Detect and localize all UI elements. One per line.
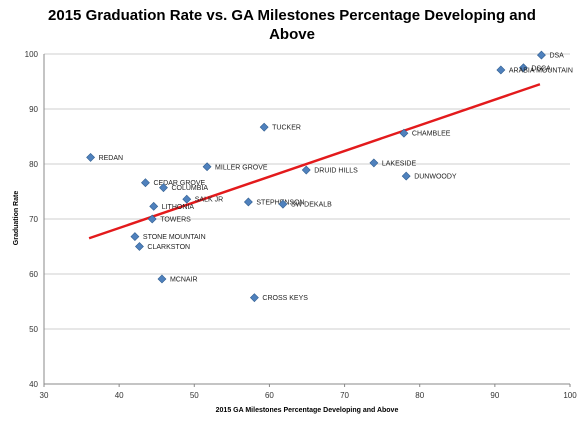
data-point bbox=[259, 122, 269, 132]
gridlines bbox=[44, 53, 570, 330]
point-label: LAKESIDE bbox=[382, 160, 417, 167]
data-point bbox=[202, 162, 212, 172]
y-tick-label: 60 bbox=[29, 270, 38, 279]
data-point bbox=[278, 199, 288, 209]
data-point bbox=[159, 183, 168, 193]
y-tick-labels: 40 50 60 70 80 90 100 bbox=[25, 50, 39, 389]
data-point bbox=[518, 63, 528, 73]
point-label: SW DEKALB bbox=[291, 202, 332, 209]
data-point bbox=[135, 242, 144, 251]
point-label: TOWERS bbox=[160, 217, 191, 224]
x-axis-label: 2015 GA Milestones Percentage Developing… bbox=[216, 407, 399, 414]
point-label: CHAMBLEE bbox=[412, 131, 451, 138]
point-label: MCNAIR bbox=[170, 276, 198, 283]
data-point bbox=[369, 158, 379, 168]
y-tick-label: 90 bbox=[29, 105, 38, 114]
x-tick-label: 90 bbox=[490, 391, 499, 400]
point-label: CEDAR GROVE bbox=[153, 180, 205, 187]
data-point bbox=[149, 201, 159, 211]
x-tick-label: 70 bbox=[340, 391, 349, 400]
point-label: ARABIA MOUNTAIN bbox=[509, 67, 573, 74]
data-point bbox=[399, 128, 409, 138]
y-axis-label: Graduation Rate bbox=[13, 191, 20, 246]
data-point bbox=[496, 65, 506, 75]
x-tick-label: 30 bbox=[40, 391, 49, 400]
point-label: DSA bbox=[549, 53, 564, 60]
y-tick-label: 80 bbox=[29, 160, 38, 169]
point-label: REDAN bbox=[99, 155, 124, 162]
y-tick-label: 70 bbox=[29, 215, 38, 224]
data-point bbox=[157, 274, 167, 284]
y-tick-label: 40 bbox=[29, 380, 38, 389]
chart-title-line-1: 2015 Graduation Rate vs. GA Milestones P… bbox=[48, 7, 536, 24]
point-label: STONE MOUNTAIN bbox=[143, 234, 206, 241]
x-tick-label: 80 bbox=[415, 391, 424, 400]
data-point bbox=[243, 197, 253, 207]
point-label: DRUID HILLS bbox=[314, 168, 358, 175]
data-point bbox=[182, 194, 192, 204]
axes bbox=[43, 54, 570, 385]
point-label: TUCKER bbox=[272, 125, 301, 132]
point-label: LITHONIA bbox=[162, 204, 195, 211]
chart-title-line-2: Above bbox=[269, 26, 315, 43]
data-point bbox=[147, 214, 157, 224]
data-point bbox=[401, 171, 411, 181]
point-label: MILLER GROVE bbox=[215, 164, 268, 171]
point-label: DUNWOODY bbox=[414, 174, 457, 181]
data-point bbox=[537, 50, 546, 60]
x-tick-label: 100 bbox=[563, 391, 577, 400]
data-point bbox=[249, 293, 259, 303]
y-tick-label: 100 bbox=[25, 50, 39, 59]
data-point bbox=[301, 165, 311, 175]
point-label: SALK JR bbox=[195, 197, 223, 204]
x-tick-label: 60 bbox=[265, 391, 274, 400]
data-point bbox=[130, 232, 140, 242]
trendline bbox=[88, 83, 541, 240]
data-point bbox=[86, 152, 96, 162]
point-label: CLARKSTON bbox=[147, 244, 190, 251]
trendline-group bbox=[88, 83, 541, 240]
data-point bbox=[141, 178, 150, 188]
x-tick-labels: 30 40 50 60 70 80 90 100 bbox=[40, 384, 577, 400]
x-tick-label: 50 bbox=[190, 391, 199, 400]
point-label: COLUMBIA bbox=[171, 185, 208, 192]
point-label: CROSS KEYS bbox=[262, 295, 308, 302]
x-tick-label: 40 bbox=[115, 391, 124, 400]
point-label: DSCA bbox=[531, 65, 551, 72]
y-tick-label: 50 bbox=[29, 325, 38, 334]
